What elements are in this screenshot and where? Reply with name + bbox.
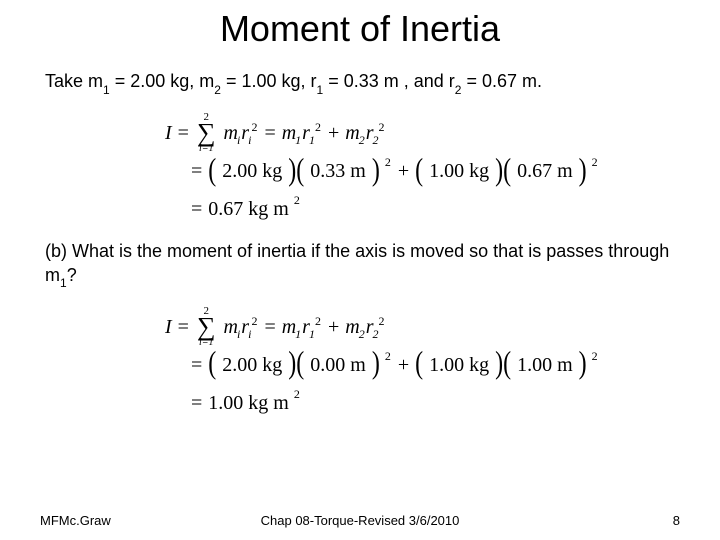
- subscript: 1: [60, 276, 67, 290]
- sigma-symbol: ∑: [197, 123, 216, 144]
- text: ?: [67, 265, 77, 285]
- paren: ): [579, 337, 587, 393]
- equals: =: [191, 153, 202, 189]
- text: = 0.33 m , and r: [323, 71, 455, 91]
- slide-footer: MFMc.Graw Chap 08-Torque-Revised 3/6/201…: [0, 513, 720, 528]
- equals: =: [264, 115, 275, 151]
- paren: ): [372, 143, 380, 199]
- term: miri2: [224, 309, 259, 345]
- term: miri2: [224, 115, 259, 151]
- result: 1.00 kg m: [208, 385, 289, 421]
- var: I: [165, 309, 172, 345]
- value: 1.00 kg: [429, 153, 489, 189]
- sup: 2: [294, 384, 300, 406]
- equals: =: [191, 385, 202, 421]
- text: (b) What is the moment of inertia if the…: [45, 241, 669, 284]
- paren: (: [415, 337, 423, 393]
- value: 0.33 m: [310, 153, 366, 189]
- text: = 2.00 kg, m: [110, 71, 215, 91]
- plus: +: [328, 115, 339, 151]
- value: 1.00 m: [517, 347, 573, 383]
- plus: +: [398, 347, 409, 383]
- paren: (: [415, 143, 423, 199]
- part-b-question: (b) What is the moment of inertia if the…: [45, 240, 675, 290]
- value: 2.00 kg: [222, 153, 282, 189]
- sup: 2: [385, 152, 391, 174]
- sup: 2: [592, 152, 598, 174]
- footer-page-number: 8: [673, 513, 680, 528]
- equals: =: [264, 309, 275, 345]
- paren: )(: [495, 143, 511, 199]
- equals: =: [178, 115, 189, 151]
- given-values: Take m1 = 2.00 kg, m2 = 1.00 kg, r1 = 0.…: [45, 70, 675, 96]
- slide-title: Moment of Inertia: [0, 0, 720, 70]
- value: 2.00 kg: [222, 347, 282, 383]
- result: 0.67 kg m: [208, 191, 289, 227]
- paren: ): [579, 143, 587, 199]
- var: I: [165, 115, 172, 151]
- sigma-symbol: ∑: [197, 317, 216, 338]
- paren: (: [208, 143, 216, 199]
- equals: =: [191, 347, 202, 383]
- text: = 0.67 m.: [461, 71, 542, 91]
- plus: +: [328, 309, 339, 345]
- subscript: 2: [214, 83, 221, 97]
- paren: )(: [495, 337, 511, 393]
- equation-line: = (2.00 kg)(0.33 m)2 + (1.00 kg)(0.67 m)…: [191, 152, 675, 190]
- equation-line: = 0.67 kg m2: [191, 190, 675, 228]
- subscript: 1: [317, 83, 324, 97]
- text: Take m: [45, 71, 103, 91]
- subscript: 1: [103, 83, 110, 97]
- plus: +: [398, 153, 409, 189]
- subscript: 2: [455, 83, 462, 97]
- text: = 1.00 kg, r: [221, 71, 317, 91]
- equals: =: [191, 191, 202, 227]
- equation-line: = (2.00 kg)(0.00 m)2 + (1.00 kg)(1.00 m)…: [191, 346, 675, 384]
- sup: 2: [592, 346, 598, 368]
- sup: 2: [385, 346, 391, 368]
- value: 0.67 m: [517, 153, 573, 189]
- equation-line: = 1.00 kg m2: [191, 384, 675, 422]
- value: 1.00 kg: [429, 347, 489, 383]
- equation-block-1: I = 2 ∑ i=1 miri2 = m1r12 + m2r22 = (2.0…: [165, 114, 675, 228]
- equals: =: [178, 309, 189, 345]
- slide-body: Take m1 = 2.00 kg, m2 = 1.00 kg, r1 = 0.…: [0, 70, 720, 422]
- value: 0.00 m: [310, 347, 366, 383]
- footer-author: MFMc.Graw: [40, 513, 111, 528]
- paren: ): [372, 337, 380, 393]
- footer-chapter: Chap 08-Torque-Revised 3/6/2010: [261, 513, 460, 528]
- paren: (: [208, 337, 216, 393]
- equation-block-2: I = 2 ∑ i=1 miri2 = m1r12 + m2r22 = (2.0…: [165, 308, 675, 422]
- sup: 2: [294, 190, 300, 212]
